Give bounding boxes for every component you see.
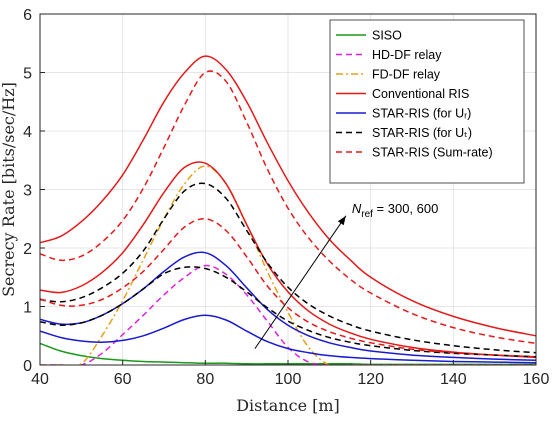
y-tick-label: 0 xyxy=(23,358,32,375)
series-line-3-1 xyxy=(40,55,536,337)
x-tick-label: 160 xyxy=(523,371,550,388)
legend-entry: STAR-RIS (for Uₜ) xyxy=(372,126,472,140)
y-tick-label: 1 xyxy=(23,300,32,317)
y-tick-label: 2 xyxy=(23,241,32,258)
annotation-symbol: N xyxy=(352,201,362,216)
y-tick-label: 4 xyxy=(23,124,32,141)
plot-lines xyxy=(40,55,536,365)
x-tick-label: 40 xyxy=(31,371,49,388)
y-axis-label: Secrecy Rate [bits/sec/Hz] xyxy=(0,82,18,297)
legend-entry: SISO xyxy=(372,29,402,43)
legend-entry: HD-DF relay xyxy=(372,48,442,62)
ticks: 40 60 80 100 120 140 160 0 1 2 3 4 5 6 xyxy=(23,7,549,388)
legend-entry: STAR-RIS (for Uᵣ) xyxy=(372,107,471,121)
legend-box xyxy=(329,19,525,184)
x-tick-label: 60 xyxy=(114,371,132,388)
annotation-subscript: ref xyxy=(361,209,373,220)
x-tick-label: 120 xyxy=(357,371,384,388)
legend-entry: FD-DF relay xyxy=(372,68,441,82)
annotation-label: Nref = 300, 600 xyxy=(352,201,438,220)
x-tick-label: 80 xyxy=(196,371,214,388)
annotation-arrow xyxy=(254,215,347,349)
legend: SISO HD-DF relay FD-DF relay Conventional R… xyxy=(329,19,525,184)
x-axis-label: Distance [m] xyxy=(236,396,340,415)
annotation-values: = 300, 600 xyxy=(373,201,438,216)
y-tick-label: 3 xyxy=(23,183,32,200)
legend-entry: Conventional RIS xyxy=(372,87,469,101)
annotation-arrowhead xyxy=(337,215,346,226)
y-tick-label: 6 xyxy=(23,7,32,24)
annotation: Nref = 300, 600 xyxy=(254,201,438,349)
y-tick-label: 5 xyxy=(23,66,32,83)
series-line-5-1 xyxy=(40,182,536,354)
x-tick-label: 140 xyxy=(440,371,467,388)
series-line-4-0 xyxy=(40,314,536,364)
series-line-6-1 xyxy=(40,70,536,345)
series-line-3-0 xyxy=(40,161,536,359)
series-line-1-0 xyxy=(40,264,536,365)
series-line-6-0 xyxy=(40,218,536,358)
x-tick-label: 100 xyxy=(275,371,302,388)
legend-entry: STAR-RIS (Sum-rate) xyxy=(372,146,493,160)
series-line-5-0 xyxy=(40,266,536,358)
